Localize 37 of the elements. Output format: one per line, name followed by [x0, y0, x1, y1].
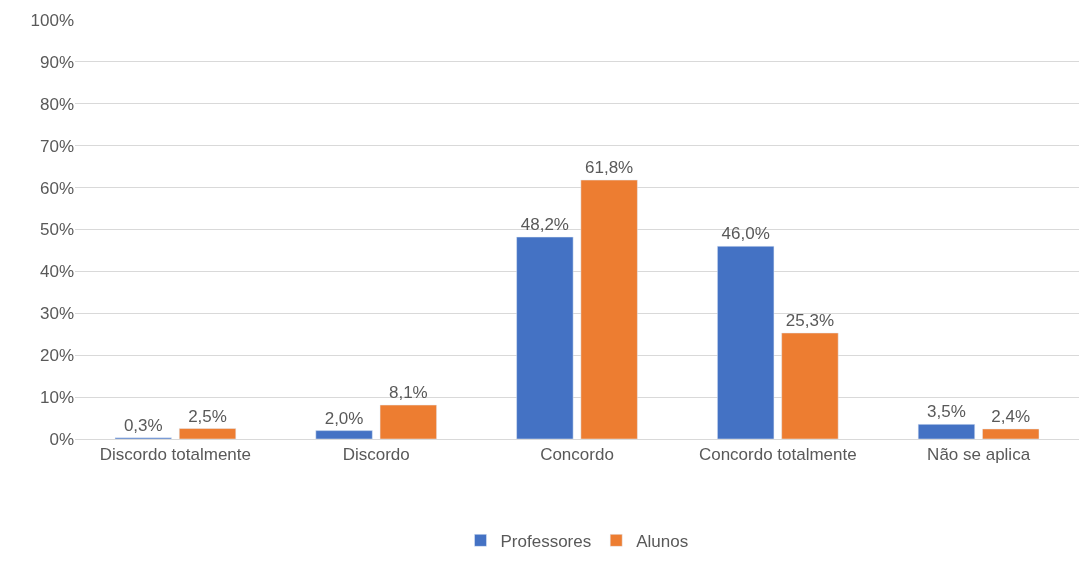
- y-tick-label: 80%: [39, 94, 74, 114]
- bar: [781, 332, 839, 439]
- data-label: 2,5%: [188, 406, 227, 426]
- data-label: 0,3%: [123, 415, 163, 435]
- bar: [982, 428, 1040, 439]
- y-tick-label: 70%: [39, 136, 74, 156]
- bar: [179, 428, 237, 439]
- legend-label: Alunos: [636, 531, 689, 551]
- data-label: 46,0%: [721, 224, 770, 244]
- x-tick-label: Discordo: [342, 445, 410, 465]
- y-tick-label: 50%: [39, 220, 74, 240]
- y-tick-label: 40%: [39, 262, 74, 282]
- x-tick-label: Concordo: [540, 445, 614, 465]
- y-tick-label: 20%: [39, 346, 74, 366]
- data-label: 2,4%: [991, 406, 1031, 426]
- x-tick-label: Discordo totalmente: [99, 445, 251, 465]
- bar: [315, 430, 373, 439]
- bar: [516, 236, 574, 439]
- y-tick-label: 90%: [39, 52, 74, 72]
- data-label: 2,0%: [324, 408, 364, 428]
- bar: [717, 246, 775, 439]
- x-tick-label: Não se aplica: [927, 445, 1031, 465]
- y-tick-label: 10%: [39, 388, 74, 408]
- bar: [379, 404, 437, 439]
- data-label: 61,8%: [585, 158, 634, 178]
- y-tick-label: 100%: [30, 10, 74, 30]
- data-label: 3,5%: [927, 402, 966, 422]
- data-label: 8,1%: [388, 383, 428, 403]
- legend-label: Professores: [500, 531, 592, 551]
- data-label: 25,3%: [785, 310, 835, 330]
- y-tick-label: 0%: [49, 429, 74, 449]
- bar: [580, 179, 638, 439]
- x-tick-label: Concordo totalmente: [698, 445, 857, 465]
- y-tick-label: 30%: [39, 304, 74, 324]
- y-tick-label: 60%: [39, 178, 74, 198]
- bar: [917, 424, 975, 439]
- data-label: 48,2%: [520, 215, 569, 235]
